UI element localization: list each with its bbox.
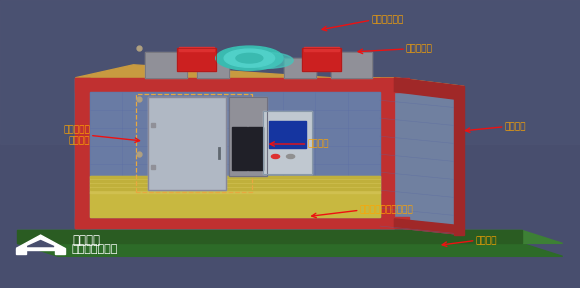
Bar xyxy=(331,52,372,78)
Ellipse shape xyxy=(236,53,263,63)
Bar xyxy=(16,250,27,254)
Bar xyxy=(179,47,214,51)
Bar xyxy=(90,92,380,217)
Bar xyxy=(232,127,246,170)
Bar xyxy=(75,78,90,228)
Text: 库内保温层（须下沉）: 库内保温层（须下沉） xyxy=(360,206,414,215)
Polygon shape xyxy=(17,243,563,256)
Text: 散热系统: 散热系统 xyxy=(505,122,526,131)
Bar xyxy=(284,58,316,78)
Polygon shape xyxy=(394,219,464,235)
Polygon shape xyxy=(75,78,394,228)
Polygon shape xyxy=(17,230,522,243)
Text: 热交换机组: 热交换机组 xyxy=(406,44,433,54)
Bar xyxy=(197,58,229,78)
Text: 控制系统: 控制系统 xyxy=(307,139,329,149)
Bar xyxy=(148,97,226,190)
Bar xyxy=(90,180,380,182)
Bar xyxy=(75,78,409,92)
Bar xyxy=(145,52,187,78)
Text: 热风循环机组: 热风循环机组 xyxy=(371,16,404,25)
Text: 库外地面: 库外地面 xyxy=(476,236,497,245)
Text: 新兴荣福: 新兴荣福 xyxy=(72,234,100,247)
Bar xyxy=(380,78,394,228)
Polygon shape xyxy=(75,65,464,86)
Bar xyxy=(269,121,306,148)
Bar xyxy=(284,58,316,78)
Ellipse shape xyxy=(224,49,275,67)
Bar xyxy=(90,176,380,178)
Polygon shape xyxy=(454,86,464,235)
Polygon shape xyxy=(90,92,380,217)
Text: 安全保护锁
（库内）: 安全保护锁 （库内） xyxy=(63,126,90,145)
Polygon shape xyxy=(90,192,380,217)
Bar xyxy=(0,0,580,144)
Polygon shape xyxy=(394,78,464,235)
Bar xyxy=(302,48,341,71)
Bar xyxy=(75,217,409,228)
Ellipse shape xyxy=(216,46,283,70)
Bar xyxy=(248,127,263,170)
Circle shape xyxy=(271,154,280,158)
Bar xyxy=(302,48,341,71)
Polygon shape xyxy=(27,240,54,247)
Bar xyxy=(177,48,216,71)
Text: 热风循环消毒库: 热风循环消毒库 xyxy=(72,244,118,254)
Bar xyxy=(55,250,65,254)
Bar xyxy=(177,48,216,71)
Polygon shape xyxy=(394,78,464,100)
Circle shape xyxy=(287,154,295,158)
Bar xyxy=(197,58,229,78)
Bar xyxy=(331,52,372,78)
Bar xyxy=(304,47,339,51)
Bar xyxy=(263,111,312,174)
Bar xyxy=(90,188,380,190)
Bar xyxy=(148,97,226,190)
Bar xyxy=(229,97,267,176)
Bar xyxy=(263,111,312,174)
Bar xyxy=(90,176,380,193)
Polygon shape xyxy=(17,230,563,243)
Bar xyxy=(145,52,187,78)
Bar xyxy=(90,184,380,186)
Bar xyxy=(16,248,65,250)
Polygon shape xyxy=(16,235,65,248)
Bar xyxy=(229,97,267,176)
Ellipse shape xyxy=(242,53,293,68)
